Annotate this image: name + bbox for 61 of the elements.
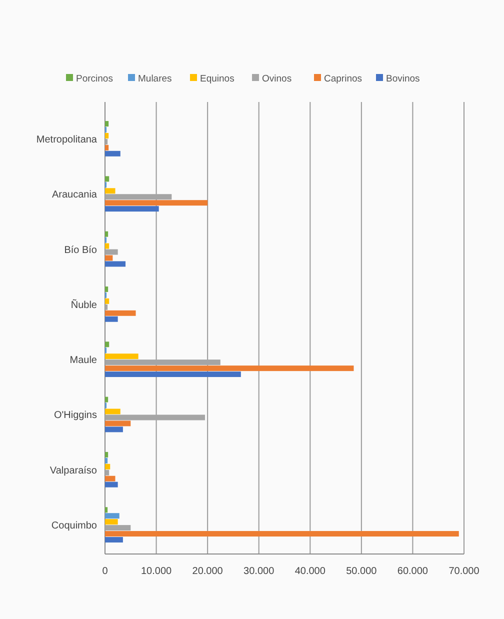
bar (105, 525, 131, 531)
bar (105, 513, 120, 519)
x-tick-label: 70.000 (448, 566, 480, 577)
bar (105, 261, 126, 267)
bar (105, 286, 108, 292)
bar (105, 396, 108, 402)
legend-label: Porcinos (76, 73, 114, 84)
bar (105, 519, 118, 525)
bar (105, 304, 108, 310)
y-tick-label: Coquimbo (51, 520, 98, 532)
y-tick-label: O'Higgins (54, 410, 97, 422)
bar (105, 243, 110, 249)
bar (105, 507, 108, 513)
x-tick-label: 40.000 (294, 566, 326, 577)
bar (105, 420, 131, 426)
x-tick-label: 60.000 (397, 566, 428, 577)
bar (105, 366, 354, 372)
bar (105, 249, 118, 255)
y-tick-label: Metropolitana (36, 134, 98, 146)
x-tick-label: 30.000 (244, 566, 275, 577)
bar (105, 342, 110, 348)
bar (105, 452, 108, 458)
bar (105, 408, 120, 414)
bar (105, 200, 208, 206)
y-tick-label: Ñuble (70, 298, 98, 311)
bar (105, 121, 109, 127)
bar (105, 298, 110, 304)
bar (105, 316, 118, 322)
bar (105, 150, 120, 156)
legend-label: Equinos (200, 73, 235, 84)
y-tick-label: Valparaíso (50, 465, 98, 476)
bar (105, 132, 109, 138)
bar (105, 255, 113, 261)
bar (105, 476, 116, 482)
bar (105, 464, 110, 470)
bar (105, 138, 108, 144)
x-tick-label: 50.000 (346, 566, 378, 577)
bar (105, 310, 136, 316)
bar (105, 372, 241, 378)
bar (105, 206, 159, 212)
bar (105, 144, 109, 150)
x-tick-label: 10.000 (140, 566, 172, 577)
bar (105, 482, 118, 488)
legend-label: Caprinos (324, 73, 362, 84)
bar (105, 231, 108, 237)
bar (105, 176, 110, 182)
bar (105, 531, 459, 537)
y-tick-label: Araucania (52, 190, 98, 201)
y-tick-label: Bío Bío (64, 244, 98, 256)
bar (105, 470, 110, 476)
y-tick-label: Maule (70, 355, 98, 366)
x-tick-label: 0 (102, 566, 108, 577)
legend-label: Ovinos (262, 73, 292, 84)
bar (105, 188, 116, 194)
legend-label: Mulares (138, 73, 172, 84)
bar (105, 536, 123, 542)
legend-label: Bovinos (386, 73, 420, 84)
bar (105, 458, 108, 464)
bar (105, 354, 138, 360)
x-tick-label: 20.000 (192, 566, 224, 577)
bar (105, 426, 123, 432)
